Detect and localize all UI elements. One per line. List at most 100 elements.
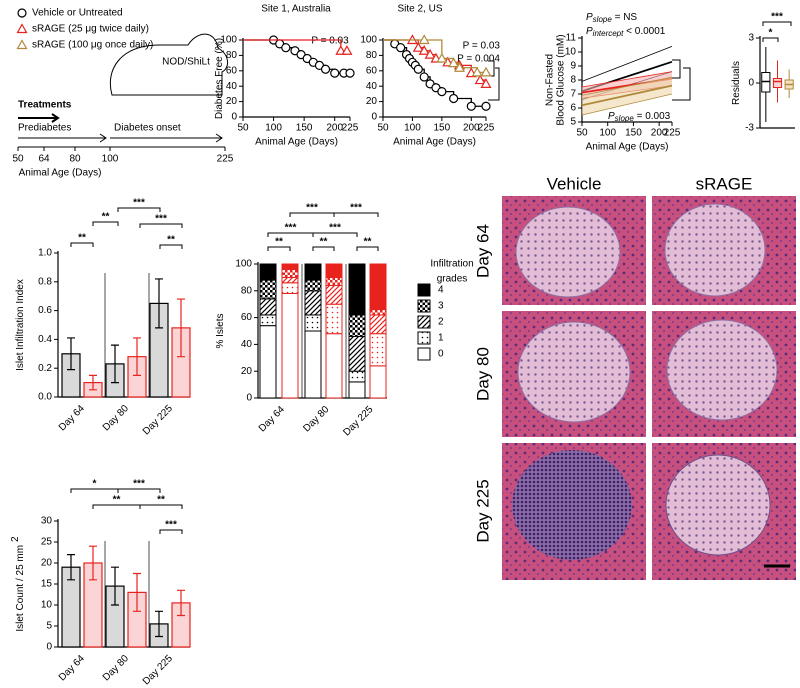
x-tick-label: 200	[651, 128, 668, 139]
histology: Vehicle sRAGE Day 64 Day 80 Day 225	[473, 174, 796, 580]
x-tick-label: 200	[463, 123, 480, 134]
bar-segment	[259, 279, 277, 300]
significance-label: *	[93, 479, 97, 490]
marker	[419, 72, 429, 82]
y-tick-label: 30	[41, 516, 53, 527]
phase-label: Prediabetes	[18, 123, 71, 134]
y-tick-label: 15	[41, 579, 53, 590]
significance-bracket	[92, 221, 119, 226]
mouse-outline	[109, 33, 228, 96]
x-tick-label: 200	[326, 123, 343, 134]
x-tick-label: 225	[342, 123, 359, 134]
significance-label: **	[78, 233, 86, 244]
y-tick-label: 0.8	[38, 276, 52, 287]
islet	[666, 319, 778, 421]
x-tick-label: Day 80	[101, 653, 131, 683]
timeline-xlabel: Animal Age (Days)	[19, 168, 102, 179]
x-tick-label: Day 80	[101, 403, 131, 433]
significance-label: ***	[133, 479, 145, 490]
y-tick-label: 60	[366, 65, 378, 76]
significance-label: ***	[306, 203, 318, 214]
y-tick-label: 0	[46, 642, 52, 653]
error-bar	[177, 589, 185, 617]
tick-label: 64	[38, 154, 50, 165]
bar-segment	[304, 290, 322, 316]
y-tick-label: 60	[226, 65, 238, 76]
significance-label: **	[157, 495, 165, 506]
bar-segment	[348, 263, 366, 316]
significance-label: **	[364, 237, 372, 248]
significance-label: ***	[350, 203, 362, 214]
y-axis-label-text: Residuals	[731, 61, 742, 105]
x-axis-label: Animal Age (Days)	[255, 137, 338, 148]
legend-title: grades	[437, 274, 468, 285]
y-axis-label: Islet Infiltration Index	[15, 279, 26, 371]
y-tick-label: 20	[366, 96, 378, 107]
marker	[474, 74, 486, 85]
annotation-symbol: P	[586, 26, 593, 37]
y-tick-label: 3	[748, 33, 754, 44]
timeline-title: Treatments	[18, 100, 72, 111]
error-bar	[155, 610, 163, 638]
annotation-symbol: P	[586, 12, 593, 23]
y-tick-label: 100	[220, 35, 237, 46]
bar-segment	[369, 333, 387, 367]
y-tick-label: 0.0	[38, 392, 52, 403]
marker	[320, 64, 331, 74]
marker	[471, 66, 483, 77]
y-tick-label: 1.0	[38, 248, 52, 259]
legend-marker	[17, 8, 27, 18]
annotation: P = 0.03	[463, 41, 501, 52]
bar-segment	[281, 263, 299, 270]
y-axis-label: Islet Count / 25 mm 2	[10, 536, 26, 632]
y-tick-label: 25	[41, 537, 53, 548]
annotation-subscript: intercept	[593, 29, 624, 38]
y-tick-label: -3	[745, 123, 754, 134]
marker	[437, 86, 447, 97]
y-tick-label: 0.4	[38, 334, 52, 345]
error-bar	[155, 278, 163, 329]
significance-bracket	[356, 246, 379, 251]
significance-label: **	[167, 235, 175, 246]
x-tick-label: Day 64	[57, 653, 87, 683]
x-tick-label: 150	[625, 128, 642, 139]
bar-segment	[348, 370, 366, 383]
tick-label: 225	[217, 154, 234, 165]
legend-label: 2	[438, 317, 444, 328]
y-tick-label: 80	[241, 285, 253, 296]
significance-bracket	[139, 504, 183, 509]
bar-segment	[325, 276, 343, 286]
bar-segment	[369, 263, 387, 311]
error-bar	[177, 298, 185, 358]
y-tick-label: 40	[366, 81, 378, 92]
error-bar	[89, 374, 97, 391]
y-tick-label: 0	[246, 393, 252, 404]
bar-segment	[348, 314, 366, 337]
y-tick-label: 10	[565, 47, 577, 58]
marker	[453, 61, 466, 72]
chart-title: Site 2, US	[397, 4, 442, 15]
tick-label: 50	[12, 154, 24, 165]
bar-segment	[325, 263, 343, 278]
significance-bracket	[70, 242, 94, 247]
significance-label: *	[769, 28, 773, 39]
error-bar	[133, 337, 141, 376]
x-tick-label: 50	[237, 123, 249, 134]
significance-bracket	[159, 244, 183, 249]
x-tick-label: Day 64	[57, 403, 87, 433]
significance-label: **	[113, 495, 121, 506]
legend-swatch	[417, 315, 431, 329]
y-tick-label: 8	[570, 75, 576, 86]
error-bar	[111, 566, 119, 606]
bar-segment	[369, 365, 387, 399]
annotation-symbol: P	[608, 111, 615, 122]
annotation-subscript: slope	[593, 15, 613, 24]
infiltrated-islet	[512, 450, 632, 560]
y-axis-label-text: % Islets	[215, 313, 226, 348]
significance-bracket	[159, 529, 183, 534]
bar-segment	[281, 268, 299, 278]
y-tick-label: 0.2	[38, 363, 52, 374]
y-tick-label: 20	[226, 96, 238, 107]
x-tick-label: 100	[265, 123, 282, 134]
